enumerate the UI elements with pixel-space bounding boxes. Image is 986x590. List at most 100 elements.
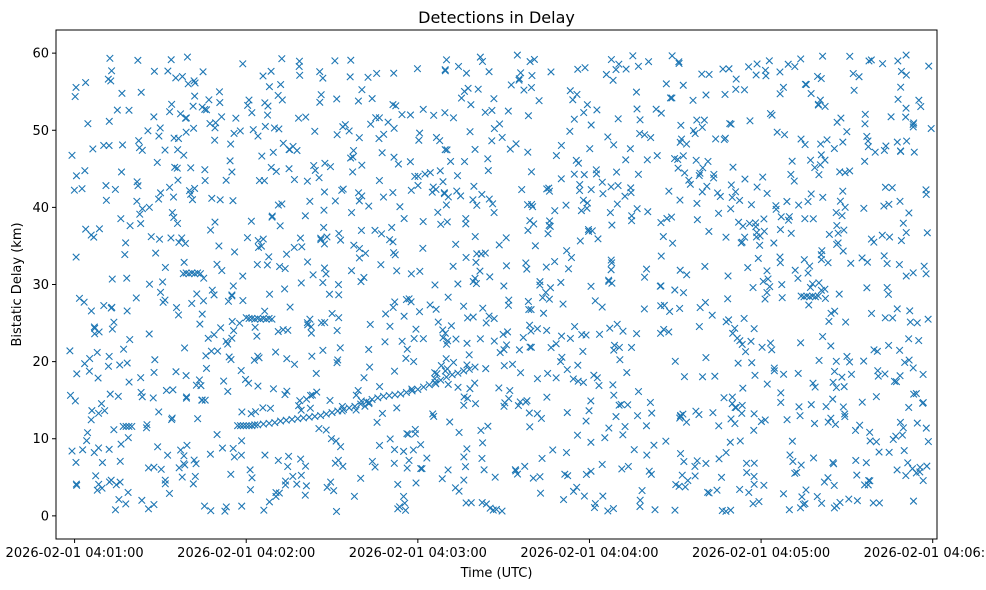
detection-point	[574, 159, 583, 167]
detection-point	[745, 219, 754, 228]
detection-point	[68, 447, 76, 455]
detection-point	[830, 367, 839, 376]
detection-point	[923, 229, 931, 237]
detection-point	[196, 320, 204, 328]
detection-point	[175, 238, 183, 246]
detection-point	[624, 462, 633, 471]
detection-point	[692, 156, 700, 164]
detection-point	[798, 493, 806, 501]
detection-point	[672, 480, 680, 489]
detection-point	[795, 403, 803, 411]
detection-point	[676, 266, 684, 274]
detection-point	[283, 354, 291, 363]
detection-point	[266, 404, 275, 412]
detection-point	[530, 55, 539, 64]
detection-point	[280, 285, 289, 293]
detection-point	[899, 219, 908, 227]
detection-point	[547, 343, 555, 352]
detection-point	[463, 445, 471, 453]
detection-point	[281, 264, 289, 273]
detection-point	[525, 305, 533, 314]
detection-point	[614, 115, 622, 123]
detection-point	[864, 137, 872, 145]
detection-point	[919, 398, 927, 407]
detection-point	[94, 409, 103, 417]
detection-point	[100, 406, 109, 415]
detection-point	[259, 235, 267, 243]
detection-point	[222, 176, 230, 184]
detection-point	[909, 119, 918, 127]
detection-point	[671, 286, 679, 294]
detection-point	[389, 303, 397, 312]
detection-point	[864, 481, 872, 489]
detection-point	[485, 68, 493, 76]
detection-point	[334, 356, 342, 364]
detection-point	[836, 197, 845, 205]
detection-point	[527, 200, 536, 209]
detection-point	[766, 282, 774, 291]
detection-point	[316, 234, 325, 242]
detection-point-cluster-11	[125, 422, 133, 431]
detection-point	[326, 396, 334, 405]
detection-point	[526, 423, 534, 431]
detection-point	[746, 117, 754, 125]
detection-point	[809, 379, 817, 387]
detection-point	[357, 226, 366, 235]
detection-point	[348, 168, 357, 176]
detection-point	[662, 437, 670, 445]
detection-point	[182, 393, 191, 401]
detection-point	[657, 109, 666, 117]
detection-point	[323, 233, 331, 241]
detection-point	[174, 176, 182, 184]
detection-point	[901, 113, 910, 121]
detection-point	[417, 464, 425, 473]
detection-point	[498, 507, 506, 515]
detection-point	[386, 435, 394, 443]
detection-point	[864, 143, 873, 151]
detection-point	[335, 229, 343, 238]
detection-point	[807, 400, 815, 409]
detection-point	[116, 457, 124, 465]
detection-point	[912, 469, 921, 477]
detection-point	[880, 252, 888, 260]
detection-point	[834, 229, 842, 237]
detection-point	[316, 98, 324, 106]
detection-point	[224, 297, 233, 305]
detection-point	[81, 166, 89, 175]
detection-point	[469, 196, 477, 204]
x-axis: 2026-02-01 04:01:00 2026-02-01 04:02:00 20…	[6, 539, 986, 561]
detection-point	[636, 116, 644, 124]
detection-point	[570, 322, 579, 331]
detection-point	[533, 325, 542, 333]
detection-point	[239, 60, 247, 68]
detection-point	[364, 73, 372, 82]
detection-point	[725, 65, 733, 73]
detection-point	[138, 393, 146, 401]
detection-point	[574, 65, 582, 73]
detection-point-track-end	[471, 363, 479, 371]
detection-point	[524, 148, 532, 156]
detection-point	[636, 502, 644, 511]
detection-point	[840, 382, 848, 391]
detection-point	[169, 193, 178, 201]
detection-point-cluster-11	[119, 422, 127, 431]
detection-point	[762, 72, 770, 80]
detection-point	[245, 96, 253, 104]
detection-point	[180, 151, 188, 159]
detection-point	[719, 65, 727, 73]
detection-point	[593, 374, 602, 382]
detection-point	[830, 144, 839, 153]
detection-point	[303, 319, 312, 327]
detection-point	[613, 320, 621, 328]
detection-point	[447, 322, 456, 330]
detection-point	[216, 98, 224, 107]
detection-point	[90, 448, 98, 457]
detection-point	[905, 209, 913, 217]
detection-point	[845, 495, 853, 503]
detection-point	[297, 471, 306, 479]
detection-point	[642, 422, 651, 430]
detection-point	[569, 96, 577, 104]
detection-point	[227, 355, 235, 364]
detection-point	[562, 247, 571, 255]
detection-point	[441, 367, 450, 375]
